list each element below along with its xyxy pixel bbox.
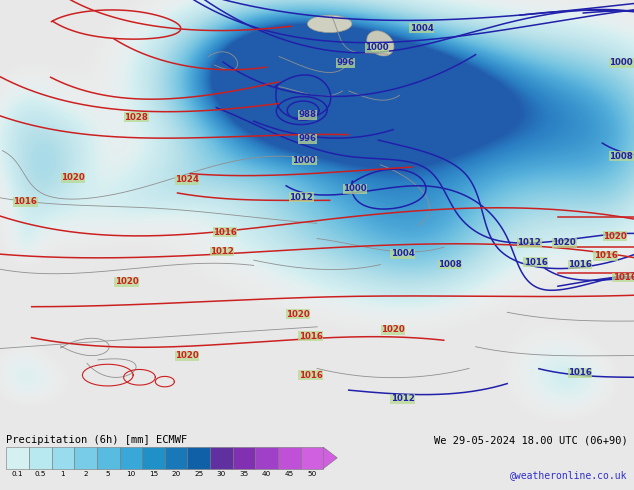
Text: 1016: 1016	[593, 251, 618, 260]
Bar	[6, 447, 29, 468]
Text: 996: 996	[337, 58, 354, 68]
Bar	[301, 447, 323, 468]
Bar	[142, 447, 165, 468]
Text: 1004: 1004	[410, 24, 434, 33]
Ellipse shape	[367, 31, 394, 56]
Text: 1016: 1016	[299, 370, 323, 380]
Text: 1012: 1012	[210, 247, 234, 256]
Text: 2: 2	[83, 471, 88, 477]
Text: 1012: 1012	[391, 394, 415, 403]
Text: 1020: 1020	[286, 310, 310, 319]
Bar	[120, 447, 142, 468]
Text: 20: 20	[172, 471, 181, 477]
Text: 1016: 1016	[568, 368, 592, 377]
Bar	[188, 447, 210, 468]
Text: 25: 25	[194, 471, 204, 477]
Bar	[29, 447, 51, 468]
Text: 5: 5	[106, 471, 110, 477]
Text: 1020: 1020	[115, 277, 139, 286]
Text: 1016: 1016	[568, 260, 592, 269]
Text: 1020: 1020	[381, 325, 405, 334]
Text: 10: 10	[126, 471, 136, 477]
Text: 1020: 1020	[552, 238, 576, 247]
Bar	[74, 447, 97, 468]
Text: We 29-05-2024 18.00 UTC (06+90): We 29-05-2024 18.00 UTC (06+90)	[434, 435, 628, 445]
Text: 1008: 1008	[438, 260, 462, 269]
Text: 1024: 1024	[175, 175, 199, 184]
Text: Precipitation (6h) [mm] ECMWF: Precipitation (6h) [mm] ECMWF	[6, 435, 188, 445]
Bar	[278, 447, 301, 468]
Text: 1020: 1020	[175, 351, 199, 360]
Text: 1020: 1020	[603, 232, 627, 241]
Text: 1000: 1000	[292, 156, 316, 165]
Text: 0.1: 0.1	[12, 471, 23, 477]
Text: 996: 996	[299, 134, 316, 143]
Text: 30: 30	[217, 471, 226, 477]
Bar	[51, 447, 74, 468]
Text: 1012: 1012	[517, 238, 541, 247]
Text: 988: 988	[299, 110, 316, 120]
Text: 50: 50	[307, 471, 316, 477]
Bar	[233, 447, 256, 468]
Text: 1016: 1016	[524, 258, 548, 267]
Text: 40: 40	[262, 471, 271, 477]
Text: 1016: 1016	[213, 227, 237, 237]
Bar	[210, 447, 233, 468]
Text: 988: 988	[298, 110, 317, 119]
Polygon shape	[323, 447, 337, 468]
Text: 1004: 1004	[391, 249, 415, 258]
Bar	[97, 447, 120, 468]
Text: 1000: 1000	[365, 43, 389, 52]
Text: 35: 35	[240, 471, 249, 477]
Ellipse shape	[307, 15, 352, 32]
Text: 1008: 1008	[609, 151, 633, 161]
Text: 0.5: 0.5	[35, 471, 46, 477]
Text: 1020: 1020	[61, 173, 85, 182]
Text: 1016: 1016	[299, 332, 323, 341]
Text: @weatheronline.co.uk: @weatheronline.co.uk	[510, 470, 628, 480]
Text: 1000: 1000	[609, 58, 633, 68]
Bar	[256, 447, 278, 468]
Bar	[165, 447, 188, 468]
Text: 45: 45	[285, 471, 294, 477]
Text: 1000: 1000	[343, 184, 367, 193]
Text: 1012: 1012	[289, 193, 313, 202]
Text: 15: 15	[149, 471, 158, 477]
Text: 1028: 1028	[124, 113, 148, 122]
Text: 1016: 1016	[612, 273, 634, 282]
Text: 1: 1	[61, 471, 65, 477]
Text: 1016: 1016	[13, 197, 37, 206]
